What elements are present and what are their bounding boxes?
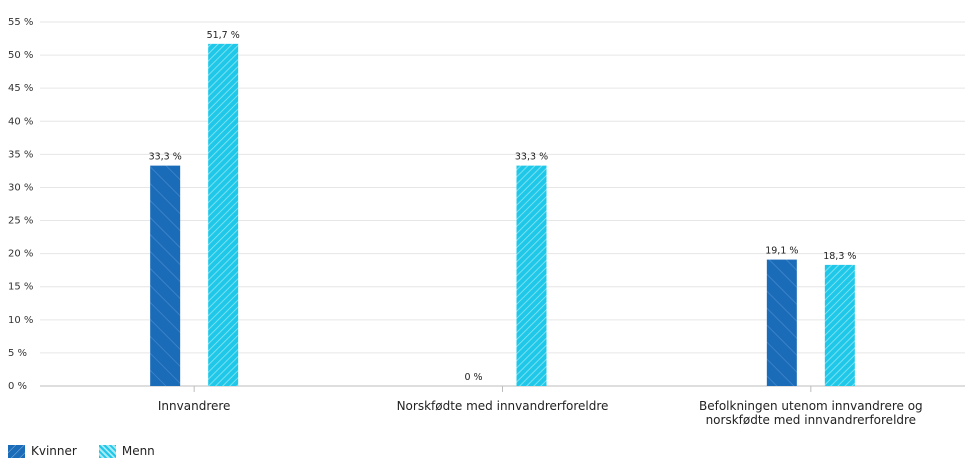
y-tick-label: 55 % xyxy=(8,17,33,28)
grid-lines xyxy=(40,21,965,387)
category-labels: Innvandrere Norskfødte med innvandrerfore… xyxy=(158,386,923,427)
y-tick-label: 15 % xyxy=(8,282,33,293)
data-label: 0 % xyxy=(464,372,482,383)
data-label: 33,3 % xyxy=(515,152,548,163)
y-tick-label: 30 % xyxy=(8,182,33,193)
bars xyxy=(150,43,855,387)
bar-kvinner[interactable] xyxy=(150,165,181,386)
bar-menn[interactable] xyxy=(208,43,239,387)
y-tick-label: 50 % xyxy=(8,50,33,61)
data-label: 18,3 % xyxy=(823,251,856,262)
y-tick-label: 10 % xyxy=(8,315,33,326)
bar-menn[interactable] xyxy=(824,264,855,386)
category-label: norskfødte med innvandrerforeldre xyxy=(706,413,917,427)
bar-kvinner[interactable] xyxy=(766,259,797,386)
y-tick-label: 35 % xyxy=(8,149,33,160)
bar-menn[interactable] xyxy=(516,165,547,386)
data-label: 33,3 % xyxy=(149,152,182,163)
y-tick-label: 40 % xyxy=(8,116,33,127)
y-tick-label: 45 % xyxy=(8,83,33,94)
legend-item-menn[interactable]: Menn xyxy=(98,444,155,458)
data-label: 19,1 % xyxy=(765,246,798,257)
category-label: Befolkningen utenom innvandrere og xyxy=(699,399,923,413)
legend-item-kvinner[interactable]: Kvinner xyxy=(8,444,77,458)
y-tick-label: 20 % xyxy=(8,249,33,260)
data-labels: 33,3 % 51,7 % 0 % 33,3 % 19,1 % 18,3 % xyxy=(149,30,857,383)
legend-label-menn: Menn xyxy=(121,444,155,458)
legend-label-kvinner: Kvinner xyxy=(31,444,77,458)
legend-swatch-menn xyxy=(98,444,116,458)
y-tick-label: 25 % xyxy=(8,216,33,227)
legend-swatch-kvinner xyxy=(8,444,25,458)
legend: Kvinner Menn xyxy=(8,444,177,458)
y-axis-ticks: 0 % 5 % 10 % 15 % 20 % 25 % 30 % 35 % 40 % 45 % 50… xyxy=(8,17,33,392)
category-label: Innvandrere xyxy=(158,399,231,413)
category-label: Norskfødte med innvandrerforeldre xyxy=(397,399,609,413)
y-tick-label: 0 % xyxy=(8,381,27,392)
data-label: 51,7 % xyxy=(207,30,240,41)
y-tick-label: 5 % xyxy=(8,348,27,359)
